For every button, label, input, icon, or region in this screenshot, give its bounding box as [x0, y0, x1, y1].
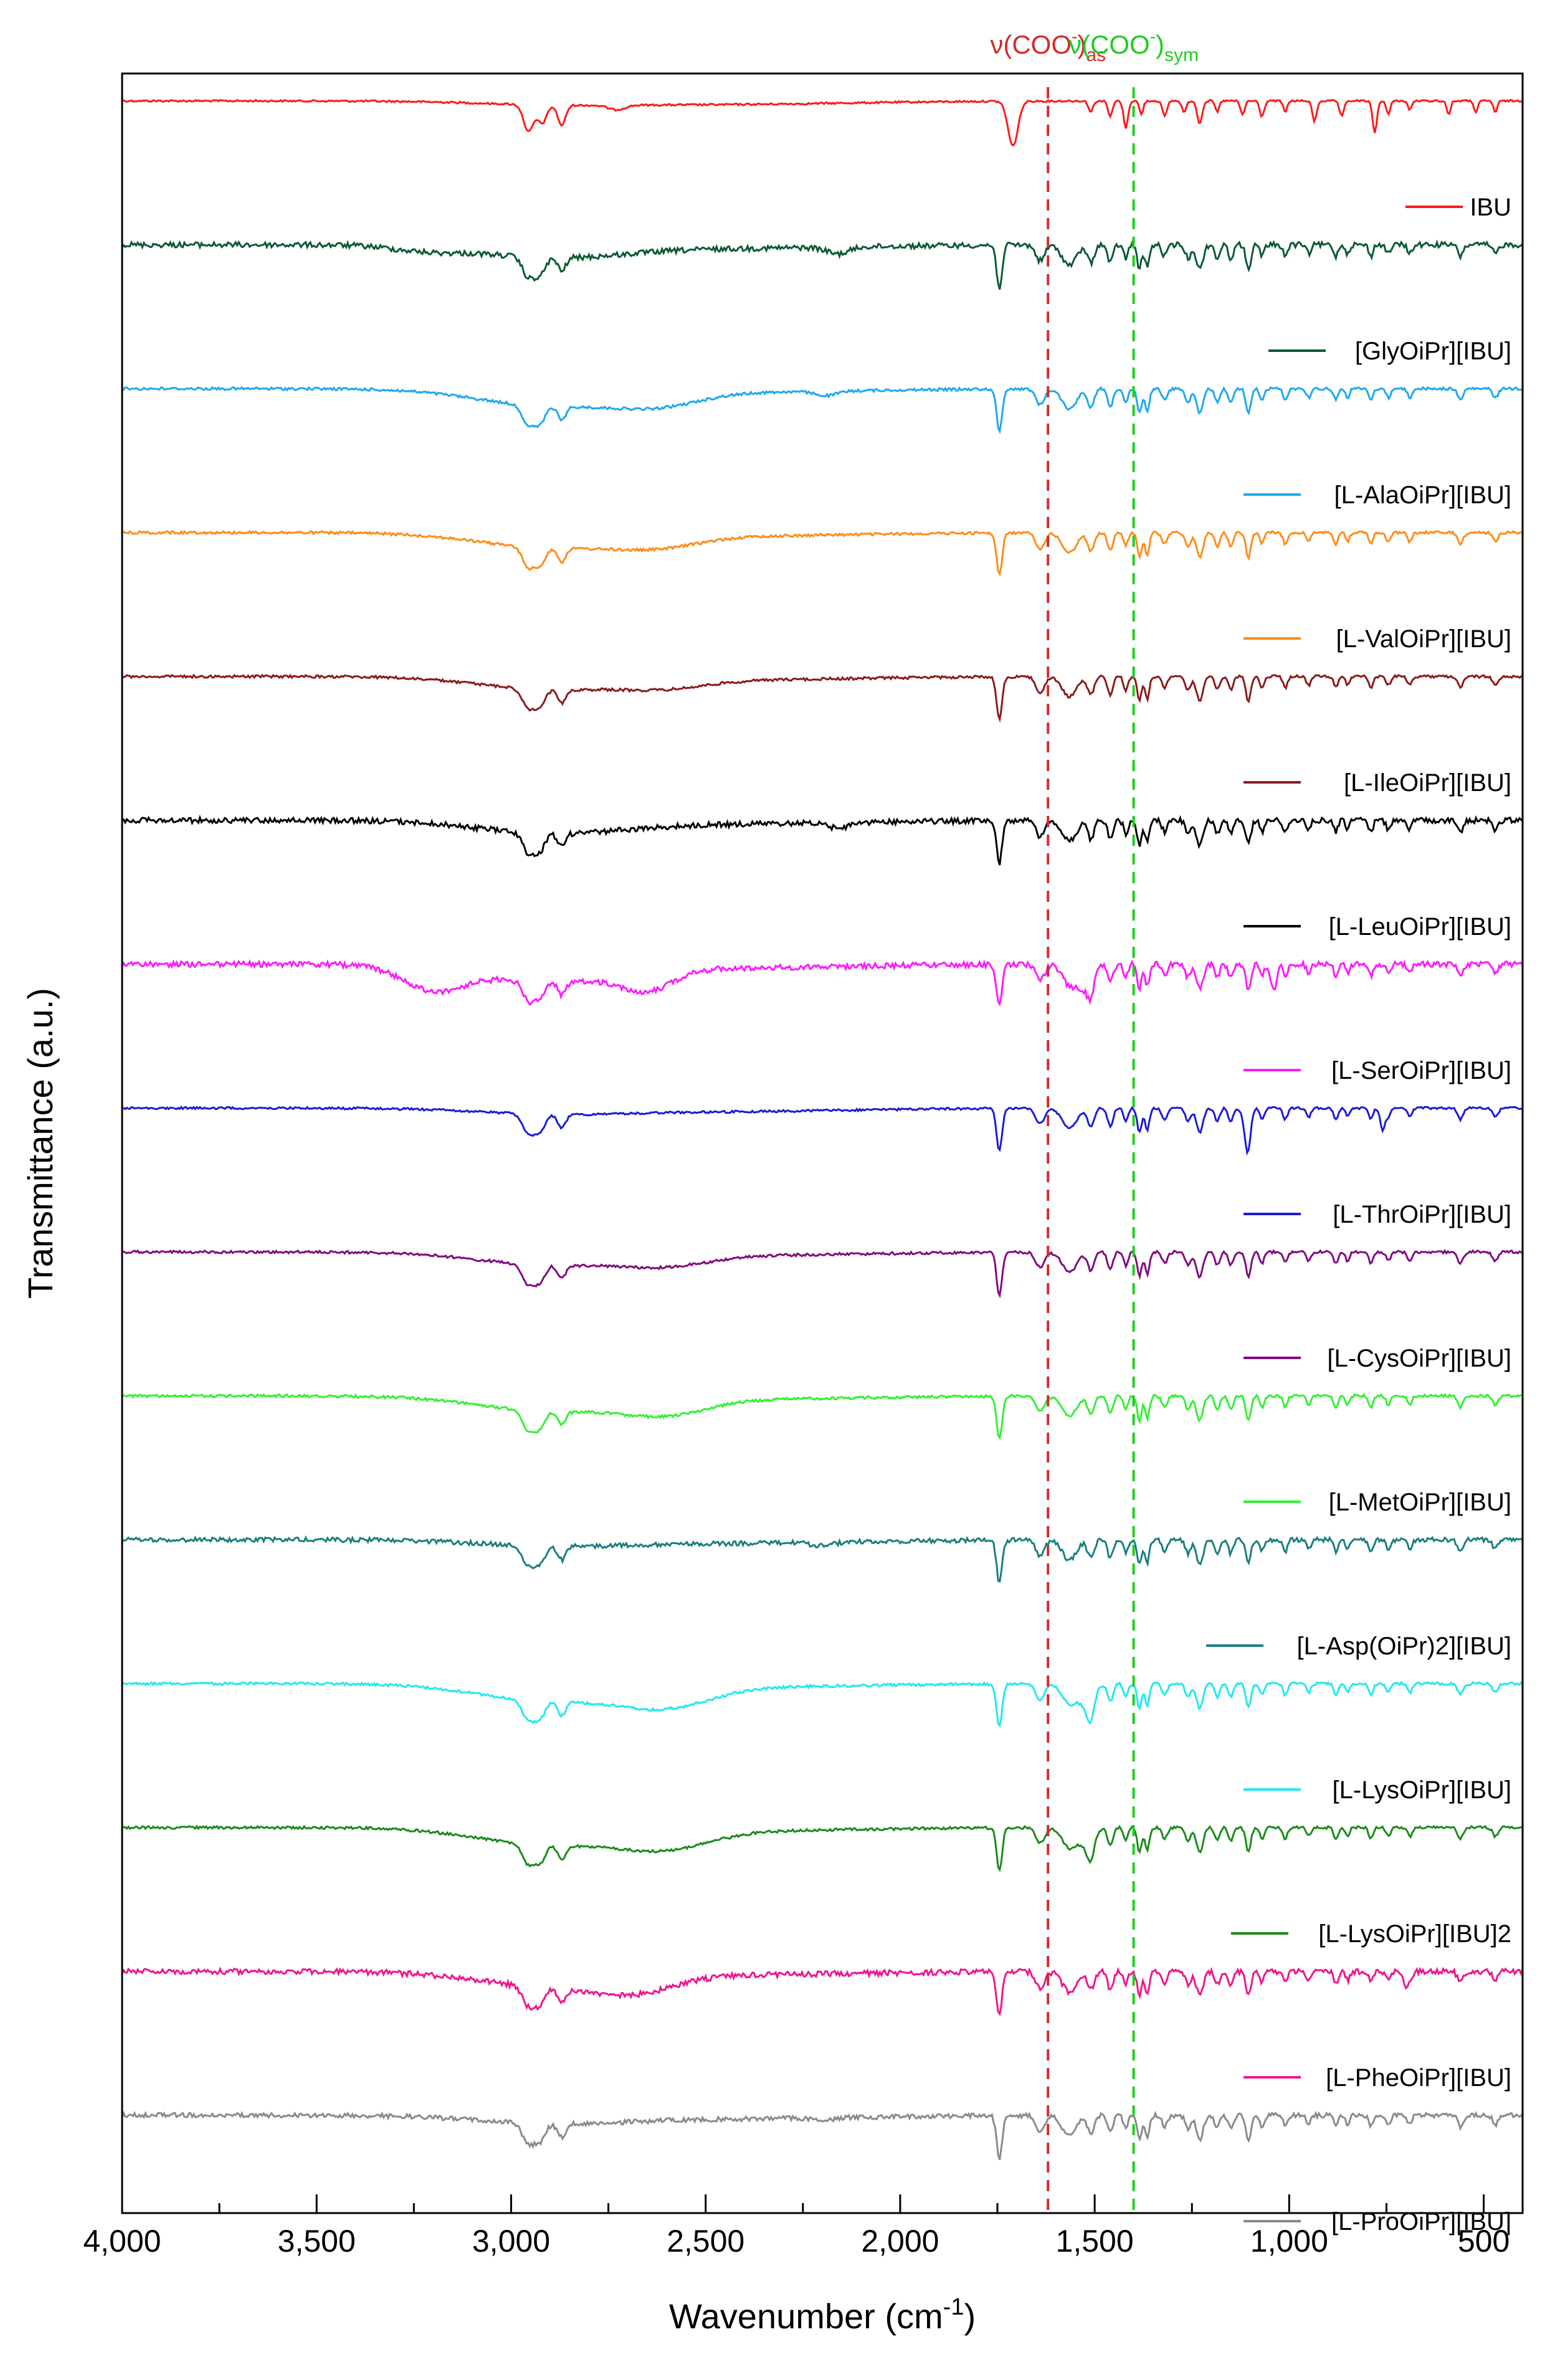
legend-label: [L-ProOiPr][IBU] [1331, 2208, 1511, 2235]
trace-line [121, 959, 1524, 1007]
x-tick-label: 3,000 [472, 2224, 550, 2259]
x-tick-label: 3,500 [278, 2224, 356, 2259]
trace-line [121, 386, 1523, 435]
legend: IBU [GlyOiPr][IBU] [L-AlaOiPr][IBU] [L-ValO… [1206, 194, 1511, 2235]
reference-label-asymmetric: ν(COO-)as [990, 27, 1106, 65]
trace-line [121, 529, 1523, 577]
legend-label: IBU [1470, 194, 1511, 221]
spectra-traces [121, 98, 1524, 2161]
legend-label: [L-LysOiPr][IBU]2 [1318, 1920, 1511, 1948]
plot-frame [121, 72, 1524, 2214]
trace-line [121, 98, 1523, 146]
trace-line [121, 1393, 1523, 1440]
x-tick-label: 500 [1458, 2224, 1510, 2259]
legend-label: [L-IleOiPr][IBU] [1344, 769, 1511, 797]
trace-line [121, 814, 1524, 866]
x-axis-label: Wavenumber (cm-1) [669, 2294, 976, 2336]
legend-label: [L-AlaOiPr][IBU] [1334, 481, 1511, 509]
x-tick-label: 2,000 [861, 2224, 939, 2259]
legend-label: [GlyOiPr][IBU] [1355, 338, 1511, 365]
x-tick-label: 2,500 [667, 2224, 744, 2259]
trace-line [121, 1535, 1523, 1583]
trace-line [121, 2110, 1524, 2161]
trace-line [121, 673, 1523, 723]
legend-label: [L-LeuOiPr][IBU] [1329, 913, 1511, 941]
legend-label: [L-ThrOiPr][IBU] [1333, 1201, 1511, 1228]
legend-label: [L-LysOiPr][IBU] [1333, 1776, 1511, 1804]
x-axis-ticks: 4,000 3,500 3,000 2,500 2,000 1,500 1,000 500 [83, 2194, 1510, 2259]
trace-line [121, 1248, 1523, 1299]
trace-line [121, 1106, 1523, 1156]
legend-label: [L-PheOiPr][IBU] [1326, 2064, 1511, 2092]
reference-lines: ν(COO-)asν(COO-)sym [990, 27, 1199, 2213]
legend-label: [L-SerOiPr][IBU] [1331, 1057, 1511, 1084]
legend-label: [L-Asp(OiPr)2][IBU] [1296, 1633, 1511, 1660]
legend-label: [L-CysOiPr][IBU] [1327, 1345, 1511, 1372]
legend-label: [L-MetOiPr][IBU] [1329, 1489, 1511, 1516]
x-tick-label: 1,500 [1056, 2224, 1134, 2259]
legend-label: [L-ValOiPr][IBU] [1336, 625, 1511, 653]
trace-line [121, 1824, 1523, 1872]
reference-label-symmetric: ν(COO-)sym [1068, 27, 1199, 65]
x-tick-label: 1,000 [1250, 2224, 1328, 2259]
trace-line [121, 239, 1524, 290]
trace-line [121, 1681, 1524, 1728]
x-tick-label: 4,000 [83, 2224, 161, 2259]
y-axis-label: Transmittance (a.u.) [21, 988, 60, 1299]
trace-line [121, 1966, 1524, 2017]
